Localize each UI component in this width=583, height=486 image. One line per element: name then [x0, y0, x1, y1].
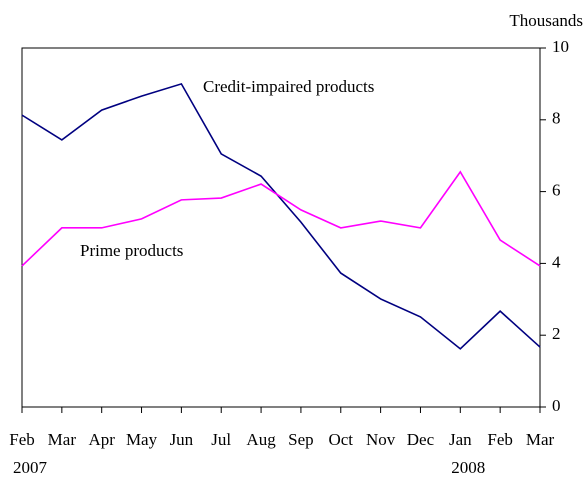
- series-line: [21, 170, 541, 267]
- x-tick-label: Apr: [88, 430, 115, 449]
- plot-frame: [21, 47, 541, 408]
- x-tick-label: Nov: [366, 430, 396, 449]
- x-tick-label: Aug: [246, 430, 276, 449]
- y-tick-label: 10: [552, 37, 569, 56]
- series-label: Credit-impaired products: [203, 77, 374, 96]
- x-tick-label: Feb: [9, 430, 35, 449]
- x-tick-label: Dec: [407, 430, 435, 449]
- x-tick-label: Feb: [487, 430, 513, 449]
- x-tick-label: Jul: [211, 430, 231, 449]
- y-tick-label: 6: [552, 181, 561, 200]
- x-year-label: 2007: [13, 458, 48, 477]
- y-tick-label: 8: [552, 109, 561, 128]
- x-tick-label: Mar: [526, 430, 555, 449]
- x-tick-label: Mar: [48, 430, 77, 449]
- x-year-label: 2008: [451, 458, 485, 477]
- series-line: [21, 82, 541, 350]
- x-tick-label: May: [126, 430, 158, 449]
- y-tick-label: 2: [552, 324, 561, 343]
- x-tick-label: Jun: [170, 430, 194, 449]
- y-unit: Thousands: [509, 11, 583, 30]
- series-label: Prime products: [80, 241, 183, 260]
- x-tick-label: Sep: [288, 430, 314, 449]
- x-tick-label: Jan: [449, 430, 472, 449]
- y-tick-label: 4: [552, 252, 561, 271]
- y-tick-label: 0: [552, 396, 561, 415]
- x-tick-label: Oct: [328, 430, 353, 449]
